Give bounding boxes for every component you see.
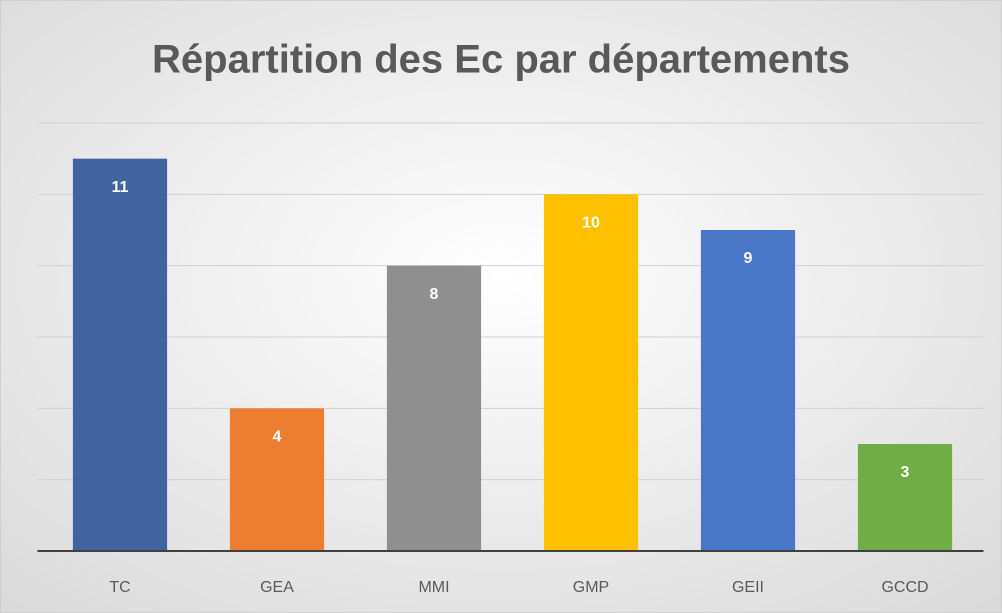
x-tick-label: GEA [260, 579, 294, 596]
chart-title: Répartition des Ec par départements [152, 38, 850, 82]
bar [857, 444, 953, 551]
x-tick-label: GCCD [881, 579, 928, 596]
bar [229, 408, 325, 551]
x-tick-label: MMI [418, 579, 449, 596]
bar [72, 158, 168, 551]
data-label: 4 [273, 429, 282, 446]
bar [700, 230, 796, 551]
data-label: 11 [112, 179, 129, 196]
data-label: 8 [430, 286, 439, 303]
x-tick-label: GEII [732, 579, 764, 596]
bar [543, 194, 639, 552]
x-tick-label: TC [109, 579, 130, 596]
data-label: 3 [901, 464, 910, 481]
x-tick-label: GMP [573, 579, 609, 596]
data-label: 10 [582, 215, 600, 232]
bar [386, 265, 482, 551]
data-label: 9 [744, 250, 753, 267]
